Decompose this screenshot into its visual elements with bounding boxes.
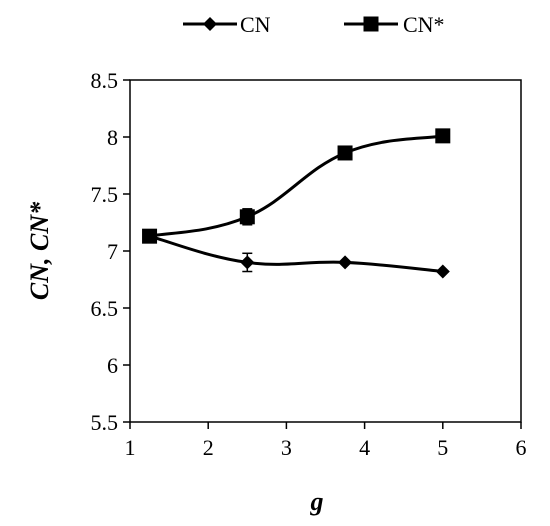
- legend: CN CN*: [183, 12, 445, 37]
- x-tick-label: 5: [437, 435, 448, 460]
- x-tick-label: 2: [203, 435, 214, 460]
- plot-area: [129, 79, 522, 423]
- y-tick-label: 7: [107, 239, 118, 264]
- series-cn-point: [240, 255, 255, 270]
- series-cn-star: [142, 128, 451, 244]
- legend-cn-star-label: CN*: [403, 12, 445, 37]
- y-tick-label: 5.5: [91, 410, 119, 435]
- x-axis: 1 2 3 4 5 6: [125, 422, 527, 460]
- series-cn-star-point: [435, 128, 451, 144]
- legend-cn-star: CN*: [344, 12, 445, 37]
- series-cn-star-point: [239, 209, 255, 225]
- x-axis-title: g: [310, 487, 324, 516]
- x-tick-label: 6: [516, 435, 527, 460]
- series-cn-line: [149, 234, 443, 274]
- x-tick-label: 3: [281, 435, 292, 460]
- series-cn-star-point: [337, 145, 353, 161]
- y-tick-label: 6: [107, 353, 118, 378]
- legend-cn-point: [203, 17, 217, 31]
- series-cn-point: [435, 264, 450, 279]
- y-tick-label: 8.5: [91, 68, 119, 93]
- legend-cn: CN: [183, 12, 271, 37]
- series-cn-star-line: [149, 134, 444, 238]
- series-cn-star-point: [142, 228, 158, 244]
- y-tick-label: 6.5: [91, 296, 119, 321]
- y-axis: 5.5 6 6.5 7 7.5 8 8.5: [91, 68, 130, 435]
- legend-cn-label: CN: [240, 12, 271, 37]
- y-tick-label: 8: [107, 125, 118, 150]
- y-axis-title: CN, CN*: [25, 201, 54, 300]
- legend-cn-star-point: [363, 16, 379, 32]
- x-tick-label: 1: [125, 435, 136, 460]
- series-layer: [142, 128, 451, 279]
- x-tick-label: 4: [359, 435, 370, 460]
- series-cn-point: [338, 255, 353, 270]
- y-tick-label: 7.5: [91, 182, 119, 207]
